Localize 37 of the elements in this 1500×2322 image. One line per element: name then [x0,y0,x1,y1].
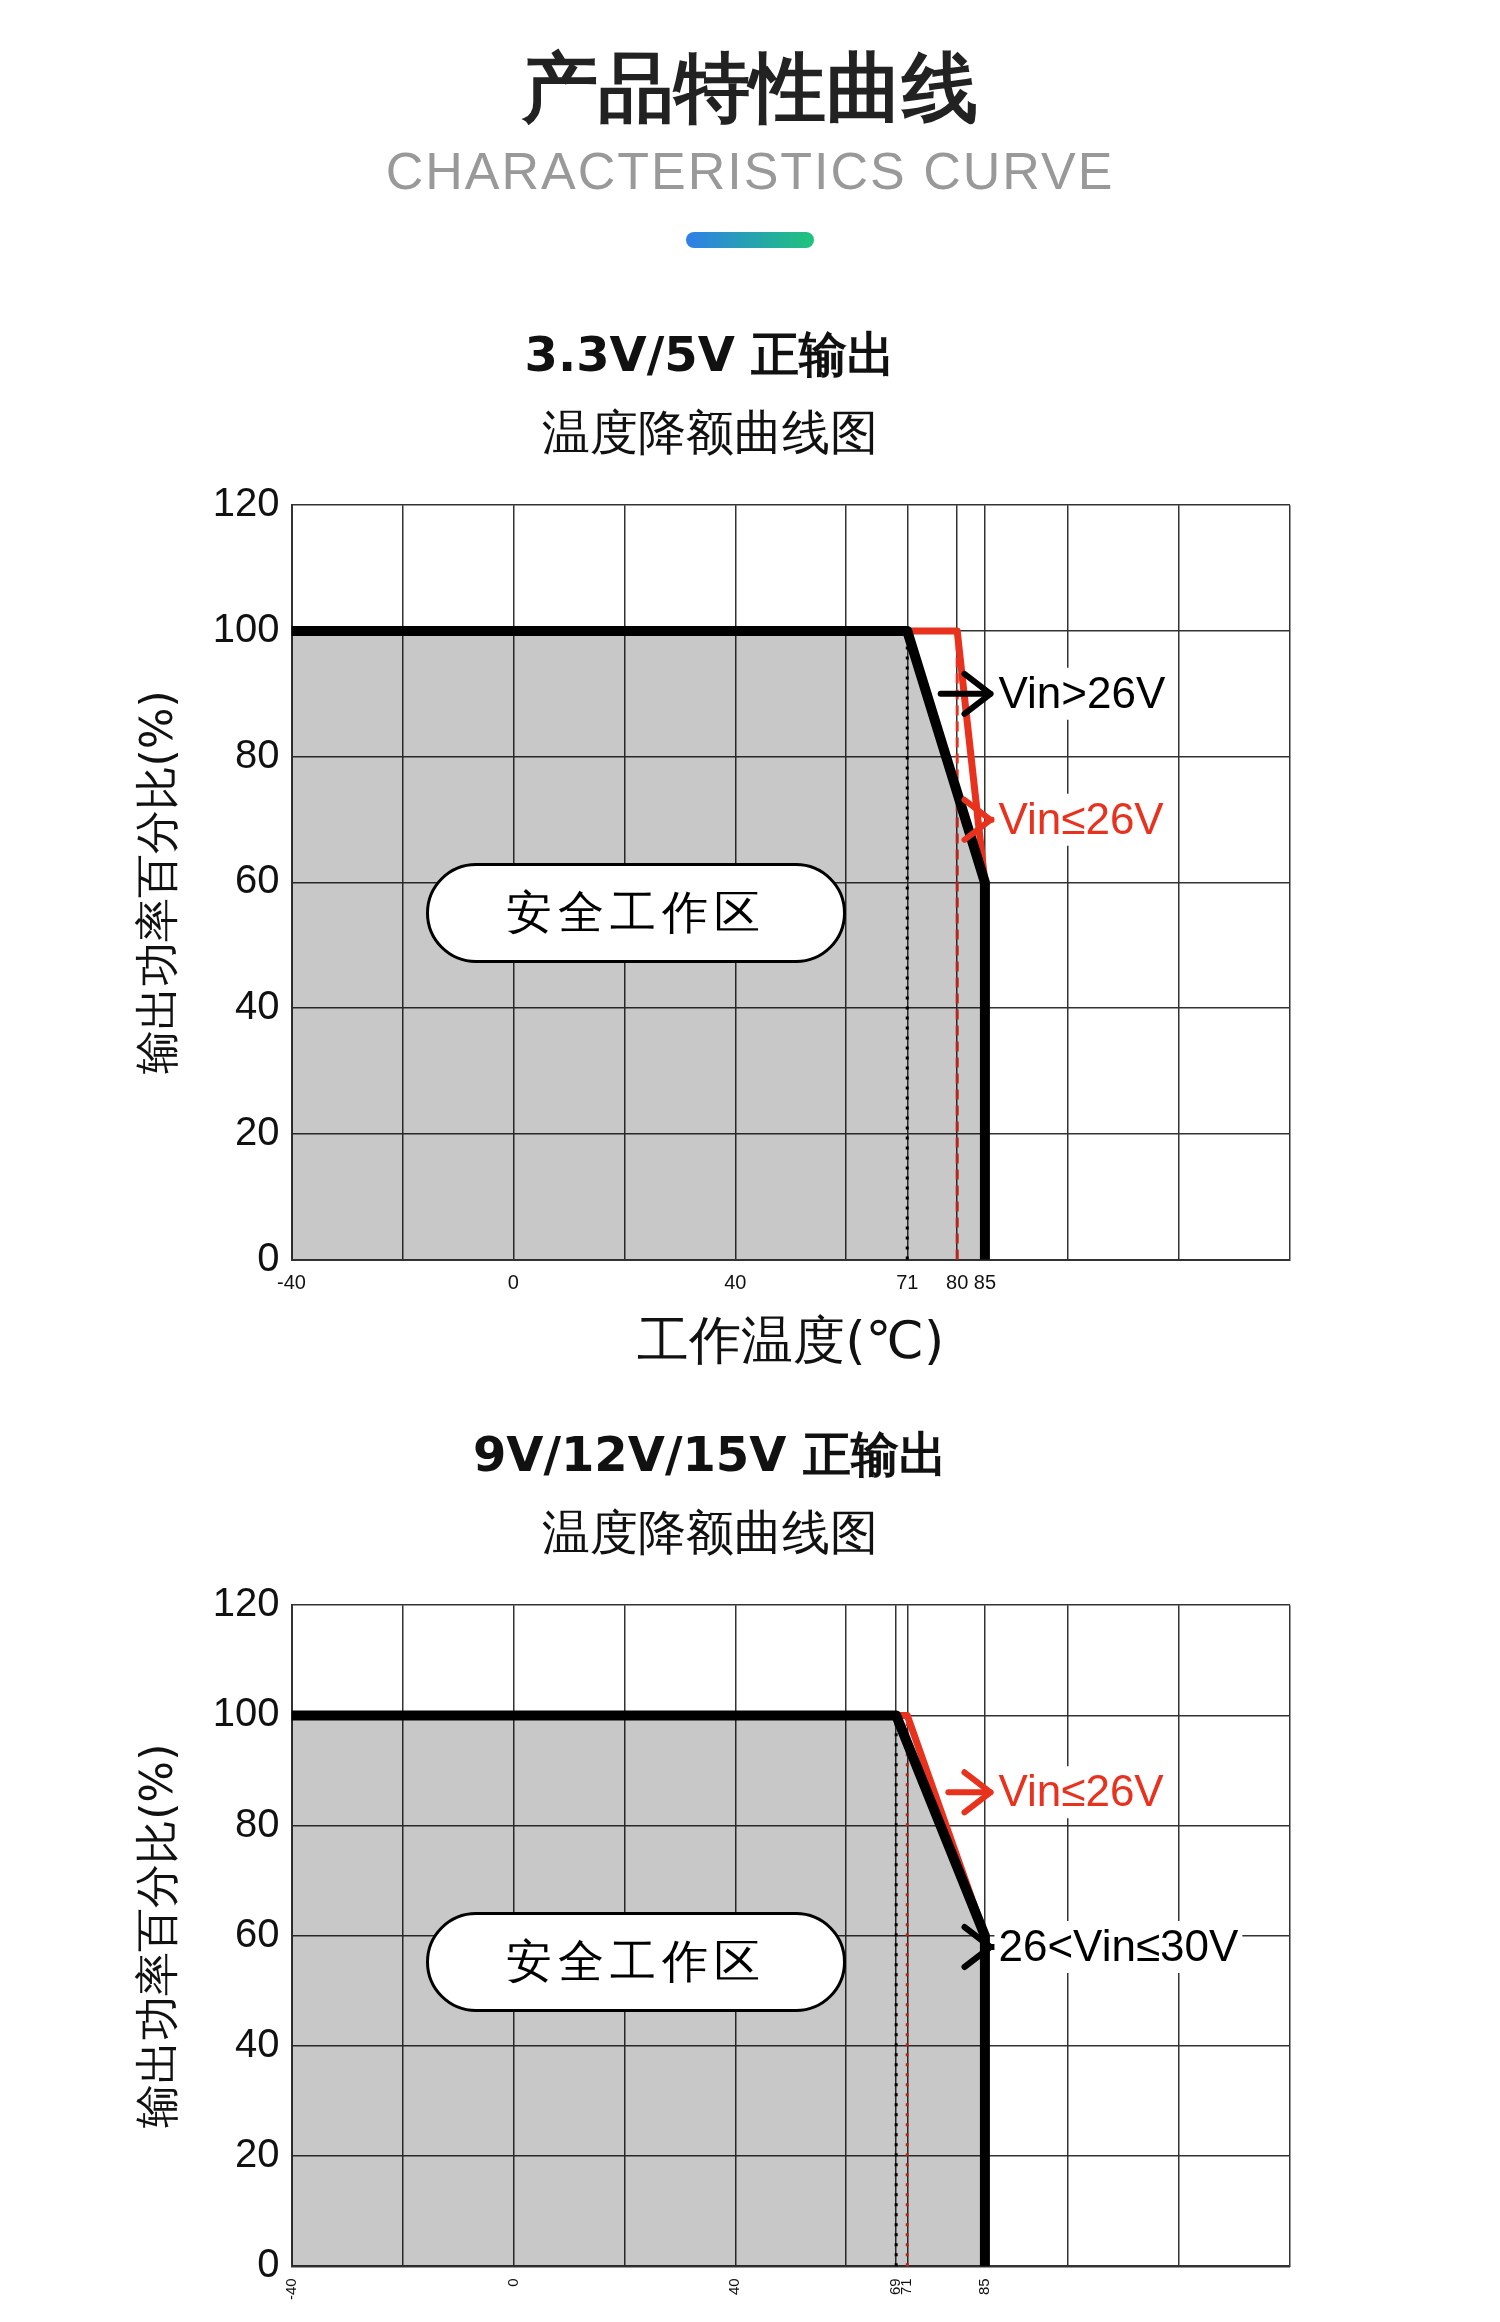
x-tick-label: 85 [975,2278,993,2296]
y-tick-label: 60 [235,857,280,902]
y-axis-title: 输出功率百分比(%) [130,1743,182,2128]
y-tick-label: 20 [235,1108,280,1153]
x-tick-label: -40 [277,1271,306,1294]
legend-label: 26<Vin≤30V [998,1921,1239,1971]
chart-title: 9V/12V/15V 正输出 [472,1426,948,1483]
x-axis-title: 工作温度(℃) [637,1310,945,1371]
legend-label: Vin≤26V [998,1766,1165,1816]
x-tick-label: -40 [281,2278,299,2301]
x-tick-label: 0 [503,2278,521,2287]
y-tick-label: 120 [212,1580,280,1625]
y-tick-label: 100 [212,605,280,650]
y-tick-label: 80 [235,731,280,776]
y-tick-label: 100 [212,1690,280,1735]
annotation: 安全工作区 [506,1933,766,1991]
legend-label: Vin>26V [998,667,1166,717]
x-tick-label: 0 [507,1271,519,1294]
x-tick-label: 40 [724,1271,747,1294]
annotation: 安全工作区 [506,883,766,941]
x-tick-label: 80 [946,1271,969,1294]
text: 产品特性曲线 [521,42,979,134]
y-tick-label: 20 [235,2131,280,2176]
legend-label: Vin≤26V [998,793,1165,843]
x-tick-label: 40 [725,2278,743,2296]
y-tick-label: 40 [235,983,280,1028]
y-tick-label: 60 [235,1910,280,1955]
y-tick-label: 40 [235,2020,280,2065]
text: CHARACTERISTICS CURVE [384,141,1116,202]
x-tick-label: 85 [973,1271,997,1294]
chart-title: 3.3V/5V 正输出 [524,326,896,383]
y-axis-title: 输出功率百分比(%) [130,690,182,1075]
y-tick-label: 80 [235,1800,280,1845]
y-tick-label: 120 [212,480,280,525]
x-tick-label: 71 [896,1271,919,1294]
chart-subtitle: 温度降额曲线图 [542,1503,878,1560]
chart-subtitle: 温度降额曲线图 [542,403,878,460]
